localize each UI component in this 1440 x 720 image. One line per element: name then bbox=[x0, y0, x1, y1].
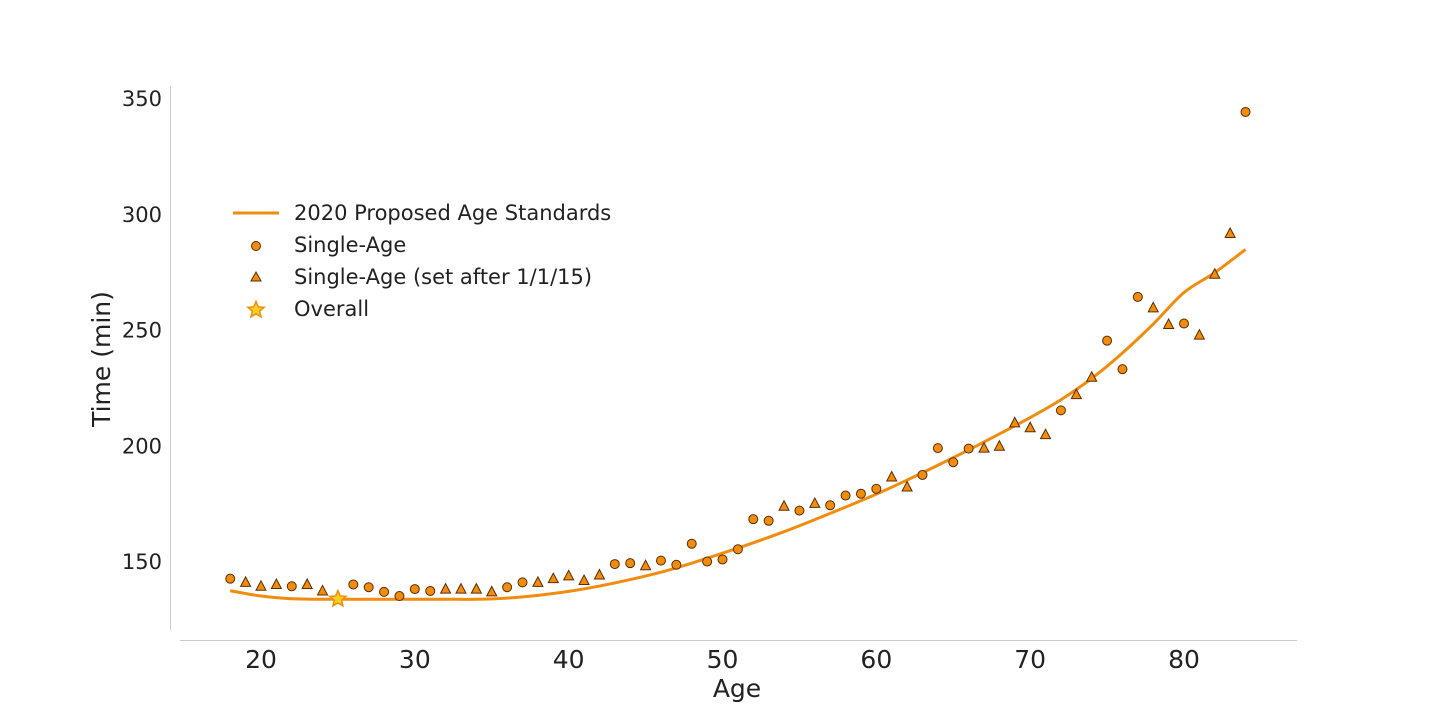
single-age-point bbox=[517, 577, 528, 588]
single-age-after-2015-point bbox=[901, 480, 913, 492]
single-age-point bbox=[363, 582, 374, 593]
single-age-after-2015-point bbox=[1193, 328, 1206, 340]
single-age-point bbox=[948, 457, 959, 468]
y-tick-labels: 150 200 250 300 350 bbox=[122, 87, 162, 574]
legend: 2020 Proposed Age Standards Single-Age S… bbox=[233, 201, 611, 321]
single-age-point bbox=[379, 586, 390, 597]
legend-label-age-standards: 2020 Proposed Age Standards bbox=[294, 201, 611, 225]
single-age-point bbox=[1102, 335, 1113, 346]
single-age-point bbox=[502, 582, 513, 593]
single-age-point bbox=[655, 555, 666, 566]
single-age-point bbox=[1132, 291, 1143, 302]
single-age-point bbox=[1117, 364, 1128, 375]
single-age-after-2015-point bbox=[470, 582, 483, 594]
single-age-after-2015-point bbox=[993, 439, 1006, 451]
legend-label-single-age-after-2015: Single-Age (set after 1/1/15) bbox=[294, 265, 592, 289]
legend-triangle-swatch bbox=[250, 270, 262, 282]
single-age-after-2015-point bbox=[1039, 428, 1052, 440]
single-age-point bbox=[794, 505, 805, 516]
single-age-point bbox=[748, 514, 759, 525]
y-tick-label: 250 bbox=[122, 319, 162, 343]
single-age-point bbox=[763, 515, 774, 526]
single-age-after-2015-point bbox=[439, 582, 452, 594]
single-age-after-2015-point bbox=[1208, 267, 1221, 279]
single-age-point bbox=[1055, 405, 1066, 416]
single-age-point bbox=[671, 559, 682, 570]
single-age-after-2015-point bbox=[255, 579, 267, 591]
single-age-after-2015-point bbox=[578, 573, 590, 586]
single-age-after-2015-point bbox=[885, 470, 898, 482]
x-tick-label: 40 bbox=[553, 645, 585, 674]
single-age-point bbox=[1240, 106, 1251, 117]
single-age-point bbox=[409, 584, 420, 595]
y-axis-title: Time (min) bbox=[87, 291, 116, 428]
single-age-after-2015-point bbox=[239, 575, 252, 587]
single-age-point bbox=[917, 469, 928, 480]
legend-label-single-age: Single-Age bbox=[294, 233, 406, 257]
x-tick-label: 20 bbox=[245, 645, 277, 674]
single-age-after-2015-point bbox=[1147, 301, 1160, 313]
single-age-point bbox=[609, 559, 620, 570]
single-age-after-2015-point bbox=[547, 572, 560, 584]
y-tick-label: 150 bbox=[122, 550, 162, 574]
single-age-after-2015-point bbox=[532, 575, 544, 587]
single-age-point bbox=[871, 483, 882, 494]
legend-label-overall: Overall bbox=[294, 297, 369, 321]
x-tick-label: 70 bbox=[1014, 645, 1046, 674]
legend-circle-swatch bbox=[251, 241, 261, 251]
axes bbox=[170, 86, 1297, 641]
single-age-after-2015-point bbox=[1024, 421, 1036, 433]
plot-area bbox=[225, 106, 1251, 608]
single-age-point bbox=[702, 556, 713, 567]
single-age-point bbox=[286, 581, 297, 592]
single-age-after-2015-point bbox=[485, 585, 498, 597]
single-age-point bbox=[625, 558, 636, 569]
x-axis-title: Age bbox=[713, 674, 761, 703]
x-tick-label: 50 bbox=[707, 645, 739, 674]
x-tick-label: 80 bbox=[1168, 645, 1200, 674]
single-age-after-2015-point bbox=[270, 577, 283, 589]
single-age-point bbox=[840, 490, 851, 501]
x-tick-label: 60 bbox=[860, 645, 892, 674]
x-tick-labels: 20 30 40 50 60 70 80 bbox=[245, 645, 1200, 674]
single-age-after-2015-point bbox=[1162, 317, 1175, 329]
single-age-point bbox=[963, 443, 974, 454]
single-age-point bbox=[225, 573, 236, 584]
single-age-after-2015-point bbox=[1224, 226, 1236, 239]
overall-star-point bbox=[327, 588, 348, 608]
single-age-after-2015-point bbox=[301, 577, 313, 589]
single-age-point bbox=[1179, 318, 1189, 329]
single-age-point bbox=[855, 488, 866, 499]
single-age-point bbox=[732, 544, 743, 555]
single-age-point bbox=[394, 591, 405, 602]
single-age-point bbox=[932, 443, 943, 454]
single-age-after-2015-point bbox=[1085, 370, 1098, 382]
x-tick-label: 30 bbox=[399, 645, 431, 674]
single-age-after-2015-point bbox=[316, 584, 329, 596]
single-age-point bbox=[686, 538, 697, 549]
single-age-after-2015-point bbox=[639, 559, 652, 571]
single-age-after-2015-point bbox=[455, 582, 467, 594]
single-age-after-2015-point bbox=[978, 441, 990, 453]
single-age-point bbox=[717, 554, 728, 565]
single-age-after-2015-point bbox=[593, 568, 606, 580]
legend-star-swatch bbox=[246, 299, 266, 319]
single-age-after-2015-point bbox=[1008, 416, 1021, 428]
single-age-point bbox=[348, 579, 359, 590]
y-tick-label: 300 bbox=[122, 203, 162, 227]
y-tick-label: 200 bbox=[122, 434, 162, 458]
single-age-point bbox=[825, 500, 836, 511]
single-age-after-2015-point bbox=[778, 499, 790, 511]
single-age-after-2015-point bbox=[808, 496, 821, 508]
single-age-after-2015-point bbox=[562, 569, 575, 581]
single-age-after-2015-point bbox=[1070, 388, 1083, 400]
single-age-point bbox=[425, 585, 436, 596]
y-tick-label: 350 bbox=[122, 87, 162, 111]
